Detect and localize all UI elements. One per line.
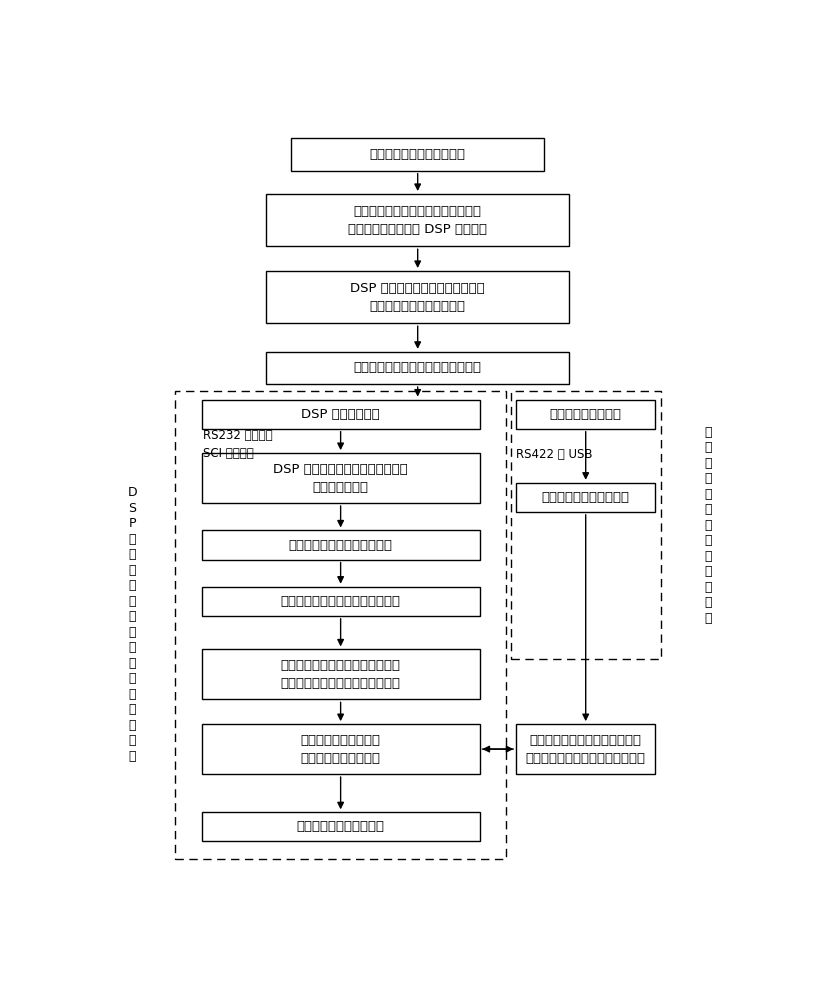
Text: RS232 通信串口
SCI 串口通信: RS232 通信串口 SCI 串口通信: [203, 429, 272, 460]
FancyBboxPatch shape: [266, 271, 569, 323]
FancyBboxPatch shape: [201, 400, 479, 429]
FancyBboxPatch shape: [201, 453, 479, 503]
FancyBboxPatch shape: [516, 400, 655, 429]
FancyBboxPatch shape: [516, 724, 655, 774]
Text: DSP 系统及各个模块初始化，正确
配置整个系统硬件相关参数: DSP 系统及各个模块初始化，正确 配置整个系统硬件相关参数: [350, 282, 485, 313]
FancyBboxPatch shape: [201, 530, 479, 560]
Text: 采集载体实际三轴姿态信: 采集载体实际三轴姿态信: [542, 491, 630, 504]
FancyBboxPatch shape: [292, 138, 544, 171]
FancyBboxPatch shape: [201, 587, 479, 616]
Text: 上位机控制导航系统: 上位机控制导航系统: [549, 408, 622, 421]
Text: 在集成开发环境中编译算法，链接仿
真器，将算法嵌入到 DSP 内的软件: 在集成开发环境中编译算法，链接仿 真器，将算法嵌入到 DSP 内的软件: [348, 205, 487, 236]
Text: 自对准算法初始化，正确设置参数值: 自对准算法初始化，正确设置参数值: [354, 361, 482, 374]
Text: 利用双矢量定姿求解初始粗略姿态: 利用双矢量定姿求解初始粗略姿态: [280, 595, 401, 608]
Text: 上
位
导
航
计
算
机
控
制
实
验
验
证: 上 位 导 航 计 算 机 控 制 实 验 验 证: [704, 426, 712, 625]
Text: DSP 控制导航系统: DSP 控制导航系统: [302, 408, 380, 421]
Text: RS422 转 USB: RS422 转 USB: [516, 448, 592, 461]
Text: 获得准确的捷联姿态矩
阵，解算载体姿态信息: 获得准确的捷联姿态矩 阵，解算载体姿态信息: [301, 734, 381, 765]
FancyBboxPatch shape: [201, 812, 479, 841]
FancyBboxPatch shape: [266, 194, 569, 246]
Text: 完成自对准，进入导航状: 完成自对准，进入导航状: [297, 820, 385, 833]
Text: DSP 采集、分析、解包光纤陀螺和
加速度数字输出: DSP 采集、分析、解包光纤陀螺和 加速度数字输出: [273, 463, 408, 494]
FancyBboxPatch shape: [516, 483, 655, 512]
FancyBboxPatch shape: [266, 352, 569, 384]
Text: 利用基于新息的自适应滤波求解失
准角，用失准角修正捷联姿态矩阵: 利用基于新息的自适应滤波求解失 准角，用失准角修正捷联姿态矩阵: [280, 659, 401, 690]
Text: D
S
P
控
制
全
自
主
捷
联
惯
性
导
航
算
法
解
算: D S P 控 制 全 自 主 捷 联 惯 性 导 航 算 法 解 算: [127, 486, 137, 763]
Text: 计算载体所在位置的纬度信息: 计算载体所在位置的纬度信息: [289, 539, 393, 552]
FancyBboxPatch shape: [201, 649, 479, 699]
FancyBboxPatch shape: [201, 724, 479, 774]
Text: 解算姿态信息与实际姿态信息对
比，证明本发明的可行性和有效性: 解算姿态信息与实际姿态信息对 比，证明本发明的可行性和有效性: [526, 734, 645, 765]
Text: 导航系统预热，上位机打开: 导航系统预热，上位机打开: [370, 148, 465, 161]
